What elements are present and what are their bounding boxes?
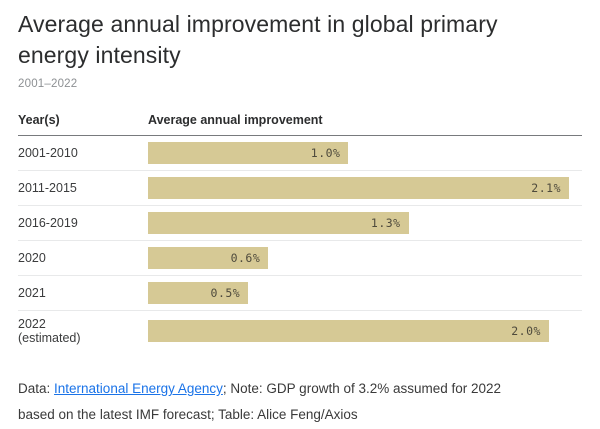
bar-value-label: 0.5% [210,286,241,300]
table-row: 2022 (estimated) 2.0% [18,311,582,351]
bar-track: 2.1% [148,177,569,199]
table-row: 2020 0.6% [18,241,582,276]
bar: 0.6% [148,247,269,269]
row-label-line1: 2021 [18,286,46,300]
footer-credit: Data: International Energy Agency; Note:… [18,376,582,428]
column-header-years: Year(s) [18,113,60,127]
table-row: 2021 0.5% [18,276,582,311]
bar-track: 1.3% [148,212,569,234]
row-label-line1: 2020 [18,251,46,265]
row-label-line1: 2001-2010 [18,146,78,160]
bar: 2.0% [148,320,549,342]
page-title: Average annual improvement in global pri… [18,11,498,68]
bar-value-label: 1.3% [370,216,401,230]
bar: 1.3% [148,212,409,234]
column-header-improvement: Average annual improvement [148,113,323,127]
bar-value-label: 1.0% [310,146,341,160]
row-label-line1: 2016-2019 [18,216,78,230]
bar: 1.0% [148,142,349,164]
bar-value-label: 2.1% [531,181,561,195]
bar-value-label: 2.0% [511,324,541,338]
table-row: 2001-2010 1.0% [18,136,582,171]
bar-track: 0.5% [148,282,569,304]
bar: 2.1% [148,177,569,199]
table-row: 2016-2019 1.3% [18,206,582,241]
row-label-line2: (estimated) [18,331,81,345]
bar-track: 0.6% [148,247,569,269]
table-body: 2001-2010 1.0% 2011-2015 2.1% 2016-2019 … [18,136,582,351]
row-label-years: 2016-2019 [18,216,148,230]
row-label-line1: 2011-2015 [18,181,77,195]
bar-table: Year(s) Average annual improvement 2001-… [18,113,582,351]
table-header-row: Year(s) Average annual improvement [18,113,582,136]
bar: 0.5% [148,282,249,304]
table-row: 2011-2015 2.1% [18,171,582,206]
footer-note-line2: based on the latest IMF forecast; Table:… [18,407,358,422]
data-credit-prefix: Data: [18,381,55,396]
bar-track: 2.0% [148,320,569,342]
bar-value-label: 0.6% [230,251,261,265]
row-label-years: 2022 (estimated) [18,317,148,345]
row-label-years: 2011-2015 [18,181,148,195]
row-label-line1: 2022 [18,317,46,331]
page-subtitle: 2001–2022 [18,78,78,90]
footer-note: ; Note: GDP growth of 3.2% assumed for 2… [222,381,502,396]
source-link[interactable]: International Energy Agency [54,381,223,396]
row-label-years: 2001-2010 [18,146,148,160]
bar-track: 1.0% [148,142,569,164]
row-label-years: 2020 [18,251,148,265]
row-label-years: 2021 [18,286,148,300]
